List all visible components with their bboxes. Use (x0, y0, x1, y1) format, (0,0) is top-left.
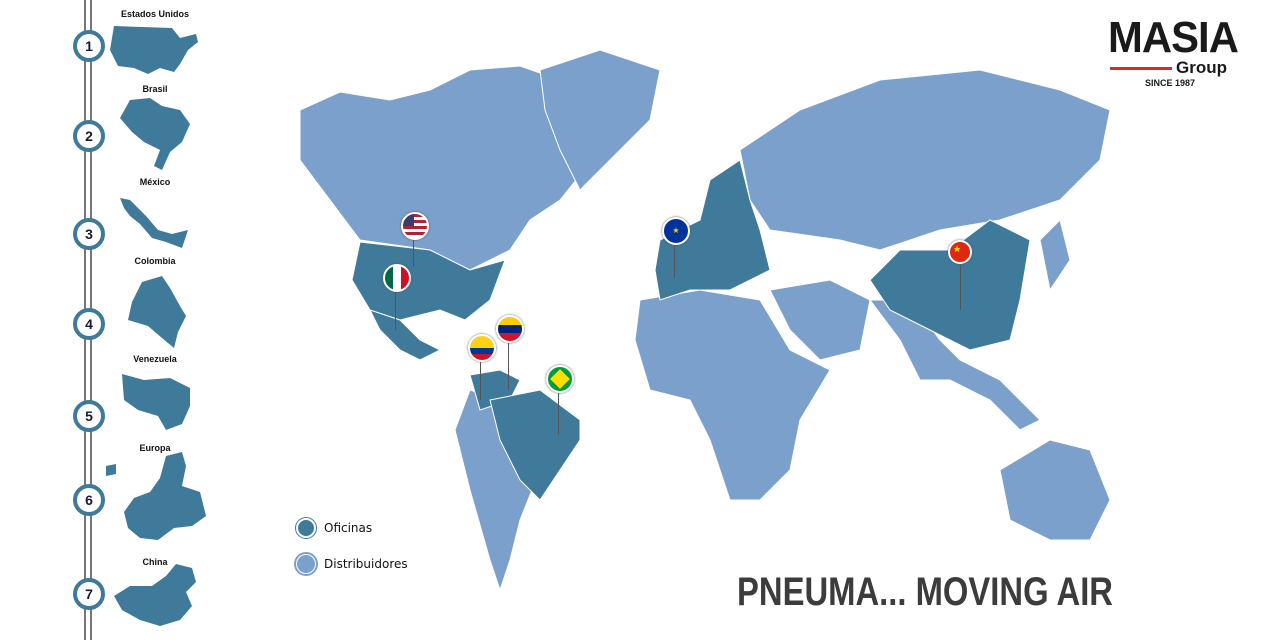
pin-stem (395, 290, 396, 330)
china-flag-icon[interactable]: ★ (948, 240, 972, 264)
step-badge: 6 (73, 484, 105, 516)
country-label: México (139, 177, 171, 187)
australia-region (999, 439, 1111, 541)
pin-stem (413, 237, 414, 267)
mexico-silhouette (120, 198, 188, 248)
step-badge: 4 (73, 308, 105, 340)
step-badge: 3 (73, 218, 105, 250)
tagline: PNEUMA... MOVING AIR (737, 570, 1114, 614)
pin-stem (674, 243, 675, 278)
step-badge: 2 (73, 120, 105, 152)
mexico-flag-icon[interactable] (383, 264, 411, 292)
legend-label: Oficinas (324, 521, 373, 535)
masia-logo: MASIA Group SINCE 1987 (1108, 13, 1248, 89)
country-label: Estados Unidos (120, 9, 189, 19)
africa-region (634, 289, 831, 501)
step-badge: 1 (73, 30, 105, 62)
legend-label: Distribuidores (324, 557, 408, 571)
step-badge: 5 (73, 400, 105, 432)
logo-since: SINCE 1987 (1145, 78, 1196, 88)
country-label: Brasil (142, 84, 168, 94)
usa-flag-icon[interactable] (401, 212, 429, 240)
pin-stem (558, 390, 559, 435)
country-label: Europa (139, 443, 171, 453)
legend-offices: Oficinas (296, 518, 372, 538)
europe-silhouette (106, 452, 206, 540)
brazil-silhouette (120, 98, 190, 170)
brazil-region (489, 389, 581, 501)
usa-silhouette (110, 26, 198, 74)
step-badge: 7 (73, 578, 105, 610)
india-sea-region (869, 299, 1041, 431)
venezuela-flag-icon[interactable] (496, 315, 524, 343)
china-silhouette (114, 564, 196, 626)
country-label: China (142, 557, 168, 567)
mexico-region (369, 309, 442, 361)
colombia-silhouette (128, 276, 186, 348)
office-swatch-icon (296, 518, 316, 538)
usa-region (351, 241, 506, 321)
country-label: Venezuela (133, 354, 177, 364)
pin-stem (480, 360, 481, 400)
logo-sub: Group (1176, 58, 1227, 77)
country-label: Colombia (134, 256, 176, 266)
colombia-flag-icon[interactable] (468, 334, 496, 362)
logo-name: MASIA (1108, 13, 1239, 62)
legend-distributors: Distribuidores (296, 554, 408, 574)
russia-region (739, 69, 1111, 251)
eu-flag-icon[interactable]: ★ (662, 217, 690, 245)
europe-region (654, 159, 771, 301)
country-silhouettes (106, 26, 206, 626)
logo-red-bar (1110, 66, 1172, 70)
pin-stem (508, 340, 509, 390)
pin-stem (960, 265, 961, 310)
venezuela-silhouette (122, 374, 190, 430)
brazil-flag-icon[interactable] (546, 365, 574, 393)
middle-east-region (769, 279, 871, 361)
japan-region (1039, 219, 1071, 292)
distributor-swatch-icon (296, 554, 316, 574)
china-region (869, 219, 1031, 351)
greenland-region (539, 49, 661, 191)
